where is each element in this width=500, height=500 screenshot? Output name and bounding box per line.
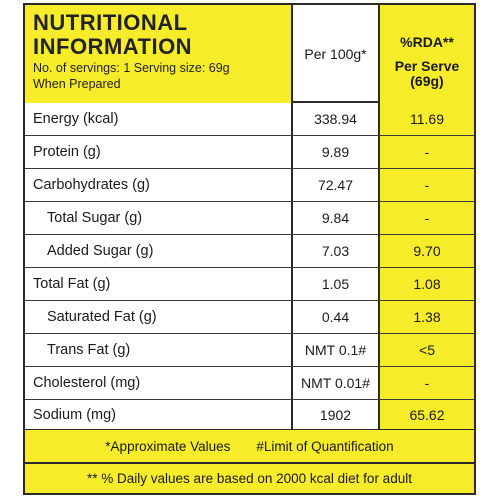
nutrient-name: Trans Fat (g) [25, 334, 293, 366]
nutrient-row: Sodium (mg) 1902 65.62 [25, 400, 474, 431]
nutrition-label: NUTRITIONAL INFORMATION No. of servings:… [23, 3, 476, 495]
nutrient-row: Total Fat (g) 1.05 1.08 [25, 268, 474, 301]
nutrient-name: Sodium (mg) [25, 400, 293, 429]
nutrient-rda: 11.69 [380, 103, 474, 135]
nutrient-row: Protein (g) 9.89- [25, 136, 474, 169]
nutrient-per-100g: NMT 0.01# [293, 367, 380, 399]
nutrient-per-100g: 1902 [293, 400, 380, 429]
nutrient-name: Energy (kcal) [25, 103, 293, 135]
nutrient-rda: - [380, 169, 474, 201]
nutrient-name: Carbohydrates (g) [25, 169, 293, 201]
approx-note: *Approximate Values [105, 438, 231, 454]
nutrient-per-100g: 9.89 [293, 136, 380, 168]
per-100g-header: Per 100g* [293, 5, 380, 103]
nutrient-rda: 1.38 [380, 301, 474, 333]
per-serve-label: Per Serve [394, 58, 460, 74]
nutrient-row: Trans Fat (g) NMT 0.1# <5 [25, 334, 474, 367]
nutrient-rda: <5 [380, 334, 474, 366]
nutrient-name: Saturated Fat (g) [25, 301, 293, 333]
nutrient-row: Carbohydrates (g) 72.47- [25, 169, 474, 202]
rda-label: %RDA** [400, 34, 454, 50]
nutrient-row: Saturated Fat (g) 0.44 1.38 [25, 301, 474, 334]
prepared-note: When Prepared [33, 77, 121, 91]
nutrient-row: Total Sugar (g) 9.84- [25, 202, 474, 235]
nutrient-row: Cholesterol (mg) NMT 0.01# - [25, 367, 474, 400]
nutrient-rda: 9.70 [380, 235, 474, 267]
nutrient-per-100g: 9.84 [293, 202, 380, 234]
serve-size-label: (69g) [410, 73, 444, 89]
nutrient-rda: - [380, 202, 474, 234]
nutrient-per-100g: 7.03 [293, 235, 380, 267]
servings-info: No. of servings: 1 Serving size: 69g [33, 61, 230, 75]
nutrient-per-100g: 338.94 [293, 103, 380, 135]
nutrient-row: Energy (kcal) 338.94 11.69 [25, 103, 474, 136]
nutrient-rda: - [380, 367, 474, 399]
nutrient-rda: - [380, 136, 474, 168]
rda-header: %RDA** Per Serve (69g) [380, 5, 474, 103]
nutrient-per-100g: NMT 0.1# [293, 334, 380, 366]
nutrient-row: Added Sugar (g) 7.03 9.70 [25, 235, 474, 268]
nutrient-per-100g: 0.44 [293, 301, 380, 333]
title-line-2: INFORMATION [33, 34, 193, 59]
nutrient-rows: Energy (kcal) 338.94 11.69 Protein (g) 9.89-… [25, 103, 474, 431]
nutrient-per-100g: 72.47 [293, 169, 380, 201]
nutrient-name: Protein (g) [25, 136, 293, 168]
nutrient-per-100g: 1.05 [293, 268, 380, 300]
nutrient-name: Total Sugar (g) [25, 202, 293, 234]
nutrient-name: Cholesterol (mg) [25, 367, 293, 399]
nutrient-rda: 1.08 [380, 268, 474, 300]
footnote-row: *Approximate Values #Limit of Quantifica… [25, 430, 474, 464]
nutrient-rda: 65.62 [380, 400, 474, 429]
nutrient-name: Added Sugar (g) [25, 235, 293, 267]
nutrient-name: Total Fat (g) [25, 268, 293, 300]
title-line-1: NUTRITIONAL [33, 10, 188, 35]
daily-value-note: ** % Daily values are based on 2000 kcal… [25, 464, 474, 493]
limit-note: #Limit of Quantification [256, 438, 394, 454]
header-title-block: NUTRITIONAL INFORMATION No. of servings:… [25, 5, 293, 103]
label-header: NUTRITIONAL INFORMATION No. of servings:… [25, 5, 474, 103]
